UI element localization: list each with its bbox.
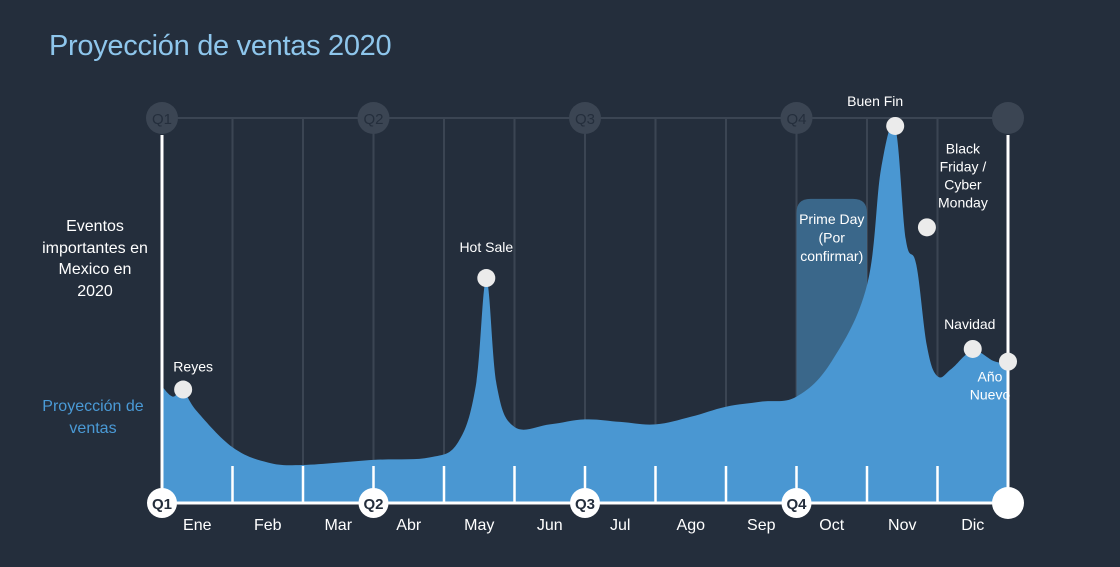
month-label: May <box>464 517 494 534</box>
event-label: Navidad <box>944 316 995 332</box>
event-marker <box>477 269 496 288</box>
quarter-label: Q3 <box>575 496 595 513</box>
event-label: Hot Sale <box>459 239 513 255</box>
event-label: Buen Fin <box>847 93 903 109</box>
event-label: Año Nuevo <box>970 369 1011 403</box>
page-title: Proyección de ventas 2020 <box>49 30 392 62</box>
event-marker <box>963 339 982 358</box>
month-label: Nov <box>888 517 916 534</box>
series-label: Proyección de ventas <box>42 398 144 437</box>
quarter-marker-bottom <box>147 488 177 518</box>
month-label: Oct <box>819 517 844 534</box>
axis-layer: Q1 Q2 Q3 Q4 Ene Feb Mar Abr May Jun Jul Ago Sep Oct No… <box>147 135 1024 534</box>
events-label: Eventos importantes en Mexico en 2020 <box>42 218 148 300</box>
month-label: Abr <box>396 517 422 534</box>
quarter-label-top: Q4 <box>786 111 806 128</box>
event-label: Reyes <box>173 359 213 375</box>
quarter-label: Q4 <box>786 496 807 513</box>
quarter-marker-bottom <box>992 487 1024 519</box>
quarter-marker-bottom <box>570 488 600 518</box>
month-label: Ene <box>183 517 212 534</box>
quarter-label-top: Q1 <box>152 111 172 128</box>
event-layer: Reyes Hot Sale Buen Fin Black Friday / Cyber M… <box>173 93 1017 403</box>
quarter-label-top: Q3 <box>575 111 595 128</box>
quarter-label: Q2 <box>363 496 383 513</box>
quarter-marker-top <box>992 102 1024 134</box>
quarter-marker-top <box>780 102 813 134</box>
month-label: Jul <box>610 517 630 534</box>
month-label: Feb <box>254 517 282 534</box>
quarter-label: Q1 <box>152 496 172 513</box>
month-label: Ago <box>677 517 706 534</box>
event-marker <box>174 380 193 399</box>
event-marker <box>917 218 936 237</box>
quarter-marker-bottom <box>781 488 812 518</box>
event-label-prime-day: Prime Day (Por confirmar) <box>799 211 864 264</box>
quarter-marker-top <box>569 102 601 134</box>
month-label: Sep <box>747 517 776 534</box>
quarter-marker-top <box>357 102 390 134</box>
month-label: Jun <box>537 517 563 534</box>
quarter-marker-top <box>146 102 178 134</box>
quarter-label-top: Q2 <box>363 111 383 128</box>
event-label: Black Friday / Cyber Monday <box>938 140 988 210</box>
sales-area <box>162 124 1008 504</box>
month-label: Dic <box>961 517 984 534</box>
event-marker <box>886 116 905 135</box>
quarter-marker-bottom <box>358 488 389 518</box>
event-marker <box>999 352 1017 371</box>
area-layer <box>162 124 1008 504</box>
month-label: Mar <box>324 517 352 534</box>
